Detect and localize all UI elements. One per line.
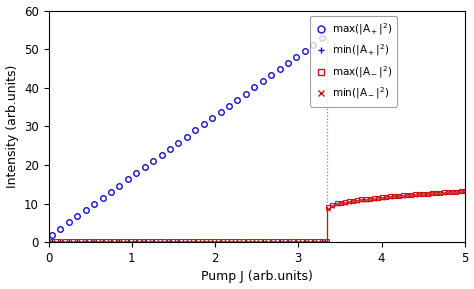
X-axis label: Pump J (arb.units): Pump J (arb.units) — [201, 271, 313, 284]
Y-axis label: Intensity (arb.units): Intensity (arb.units) — [6, 65, 18, 188]
Legend: max(|A$_+$|$^2$), min(|A$_+$|$^2$), max(|A$_-$|$^2$), min(|A$_-$|$^2$): max(|A$_+$|$^2$), min(|A$_+$|$^2$), max(… — [310, 16, 397, 107]
